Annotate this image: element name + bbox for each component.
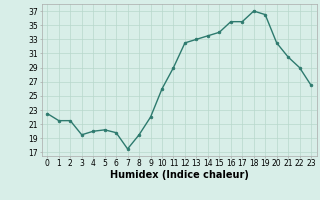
X-axis label: Humidex (Indice chaleur): Humidex (Indice chaleur) [110, 170, 249, 180]
